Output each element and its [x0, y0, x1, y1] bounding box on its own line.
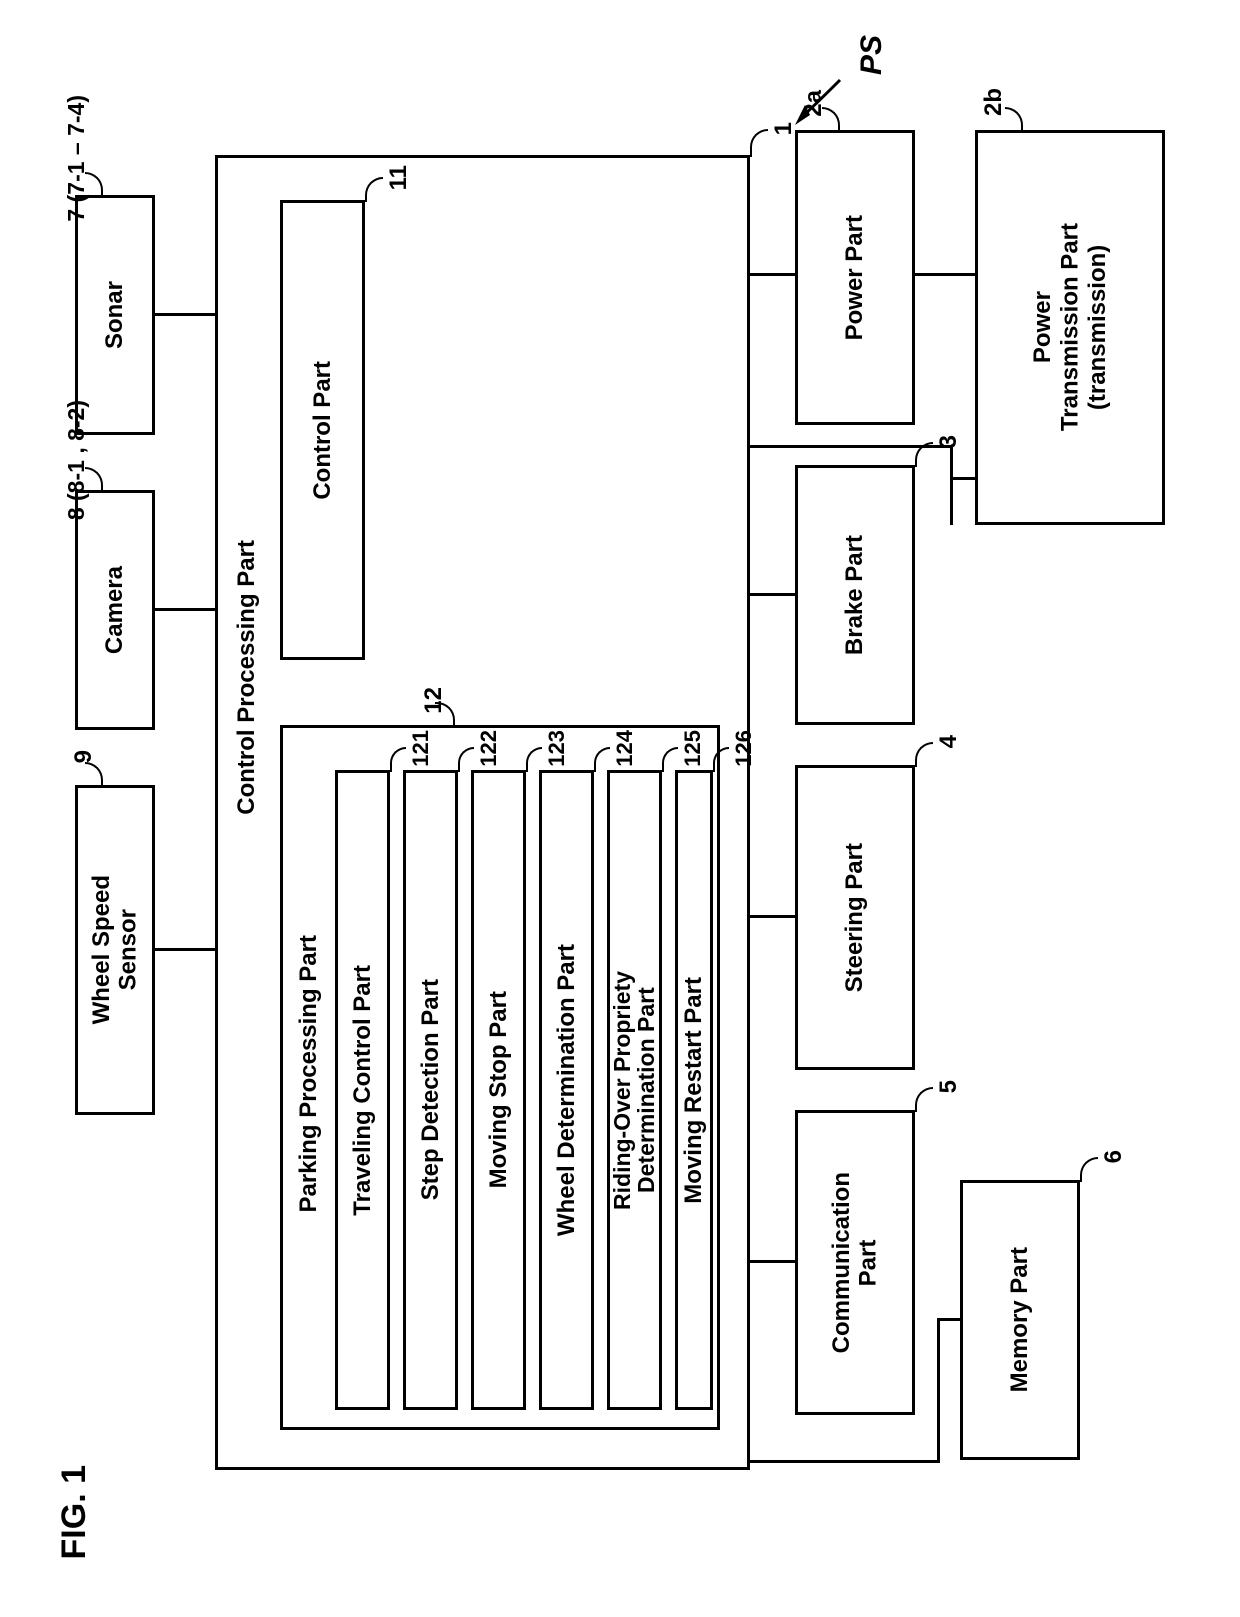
mem-conn-h1 — [937, 1318, 962, 1321]
ref-125: 125 — [680, 730, 706, 767]
cpp-leader — [750, 129, 768, 157]
ref-123: 123 — [544, 730, 570, 767]
step-detection-part: Step Detection Part — [403, 770, 458, 1410]
ref-126: 126 — [731, 730, 757, 767]
wss-leader — [85, 762, 103, 787]
mem-conn-v — [937, 1318, 940, 1463]
riding-over-propriety-part: Riding-Over Propriety Determination Part — [607, 770, 662, 1410]
traveling-control-part: Traveling Control Part — [335, 770, 390, 1410]
ctrl-ref: 11 — [385, 165, 413, 190]
power-transmission-block: Power Transmission Part (transmission) — [975, 130, 1165, 525]
ppp-ref: 12 — [420, 687, 448, 714]
steer-conn — [750, 915, 795, 918]
brake-part-block: Brake Part — [795, 465, 915, 725]
camera-ref: 8 (8-1 , 8-2) — [63, 400, 90, 520]
moving-restart-part: Moving Restart Part — [675, 770, 713, 1410]
steering-part-block: Steering Part — [795, 765, 915, 1070]
sonar-block: Sonar — [75, 195, 155, 435]
mem-ref: 6 — [1100, 1150, 1128, 1163]
mem-leader — [1080, 1157, 1098, 1182]
figure-caption: FIG. 1 — [55, 1465, 94, 1559]
pt-cpp-v — [950, 477, 953, 525]
control-part: Control Part — [280, 200, 365, 660]
communication-part-block: Communication Part — [795, 1110, 915, 1415]
pt-ref: 2b — [980, 88, 1008, 116]
moving-stop-part: Moving Stop Part — [471, 770, 526, 1410]
pt-cpp-h — [750, 445, 953, 448]
steer-ref: 4 — [935, 735, 963, 748]
comm-conn — [750, 1260, 795, 1263]
sonar-ref: 7 (7-1 – 7-4) — [63, 95, 90, 222]
comm-leader — [915, 1087, 933, 1112]
system-label: PS — [855, 35, 889, 75]
camera-conn — [155, 608, 215, 611]
cpp-title: Control Processing Part — [233, 540, 261, 815]
camera-block: Camera — [75, 490, 155, 730]
pt-cpp-v2 — [950, 445, 953, 480]
pt-cpp-h1 — [950, 477, 977, 480]
steer-leader — [915, 742, 933, 767]
ppp-title: Parking Processing Part — [295, 935, 323, 1212]
sonar-conn — [155, 313, 215, 316]
cpp-ref: 1 — [770, 122, 798, 135]
wss-ref: 9 — [70, 750, 98, 763]
ref-124: 124 — [612, 730, 638, 767]
brake-conn — [750, 593, 795, 596]
memory-part-block: Memory Part — [960, 1180, 1080, 1460]
comm-ref: 5 — [935, 1080, 963, 1093]
power-ref: 2a — [800, 90, 828, 117]
wheel-speed-sensor-block: Wheel Speed Sensor — [75, 785, 155, 1115]
power-pt-conn — [915, 273, 975, 276]
ref-122: 122 — [476, 730, 502, 767]
power-part-block: Power Part — [795, 130, 915, 425]
wss-conn — [155, 948, 215, 951]
power-conn — [750, 273, 795, 276]
wheel-determination-part: Wheel Determination Part — [539, 770, 594, 1410]
mem-conn-h2 — [750, 1460, 940, 1463]
ref-121: 121 — [408, 730, 434, 767]
